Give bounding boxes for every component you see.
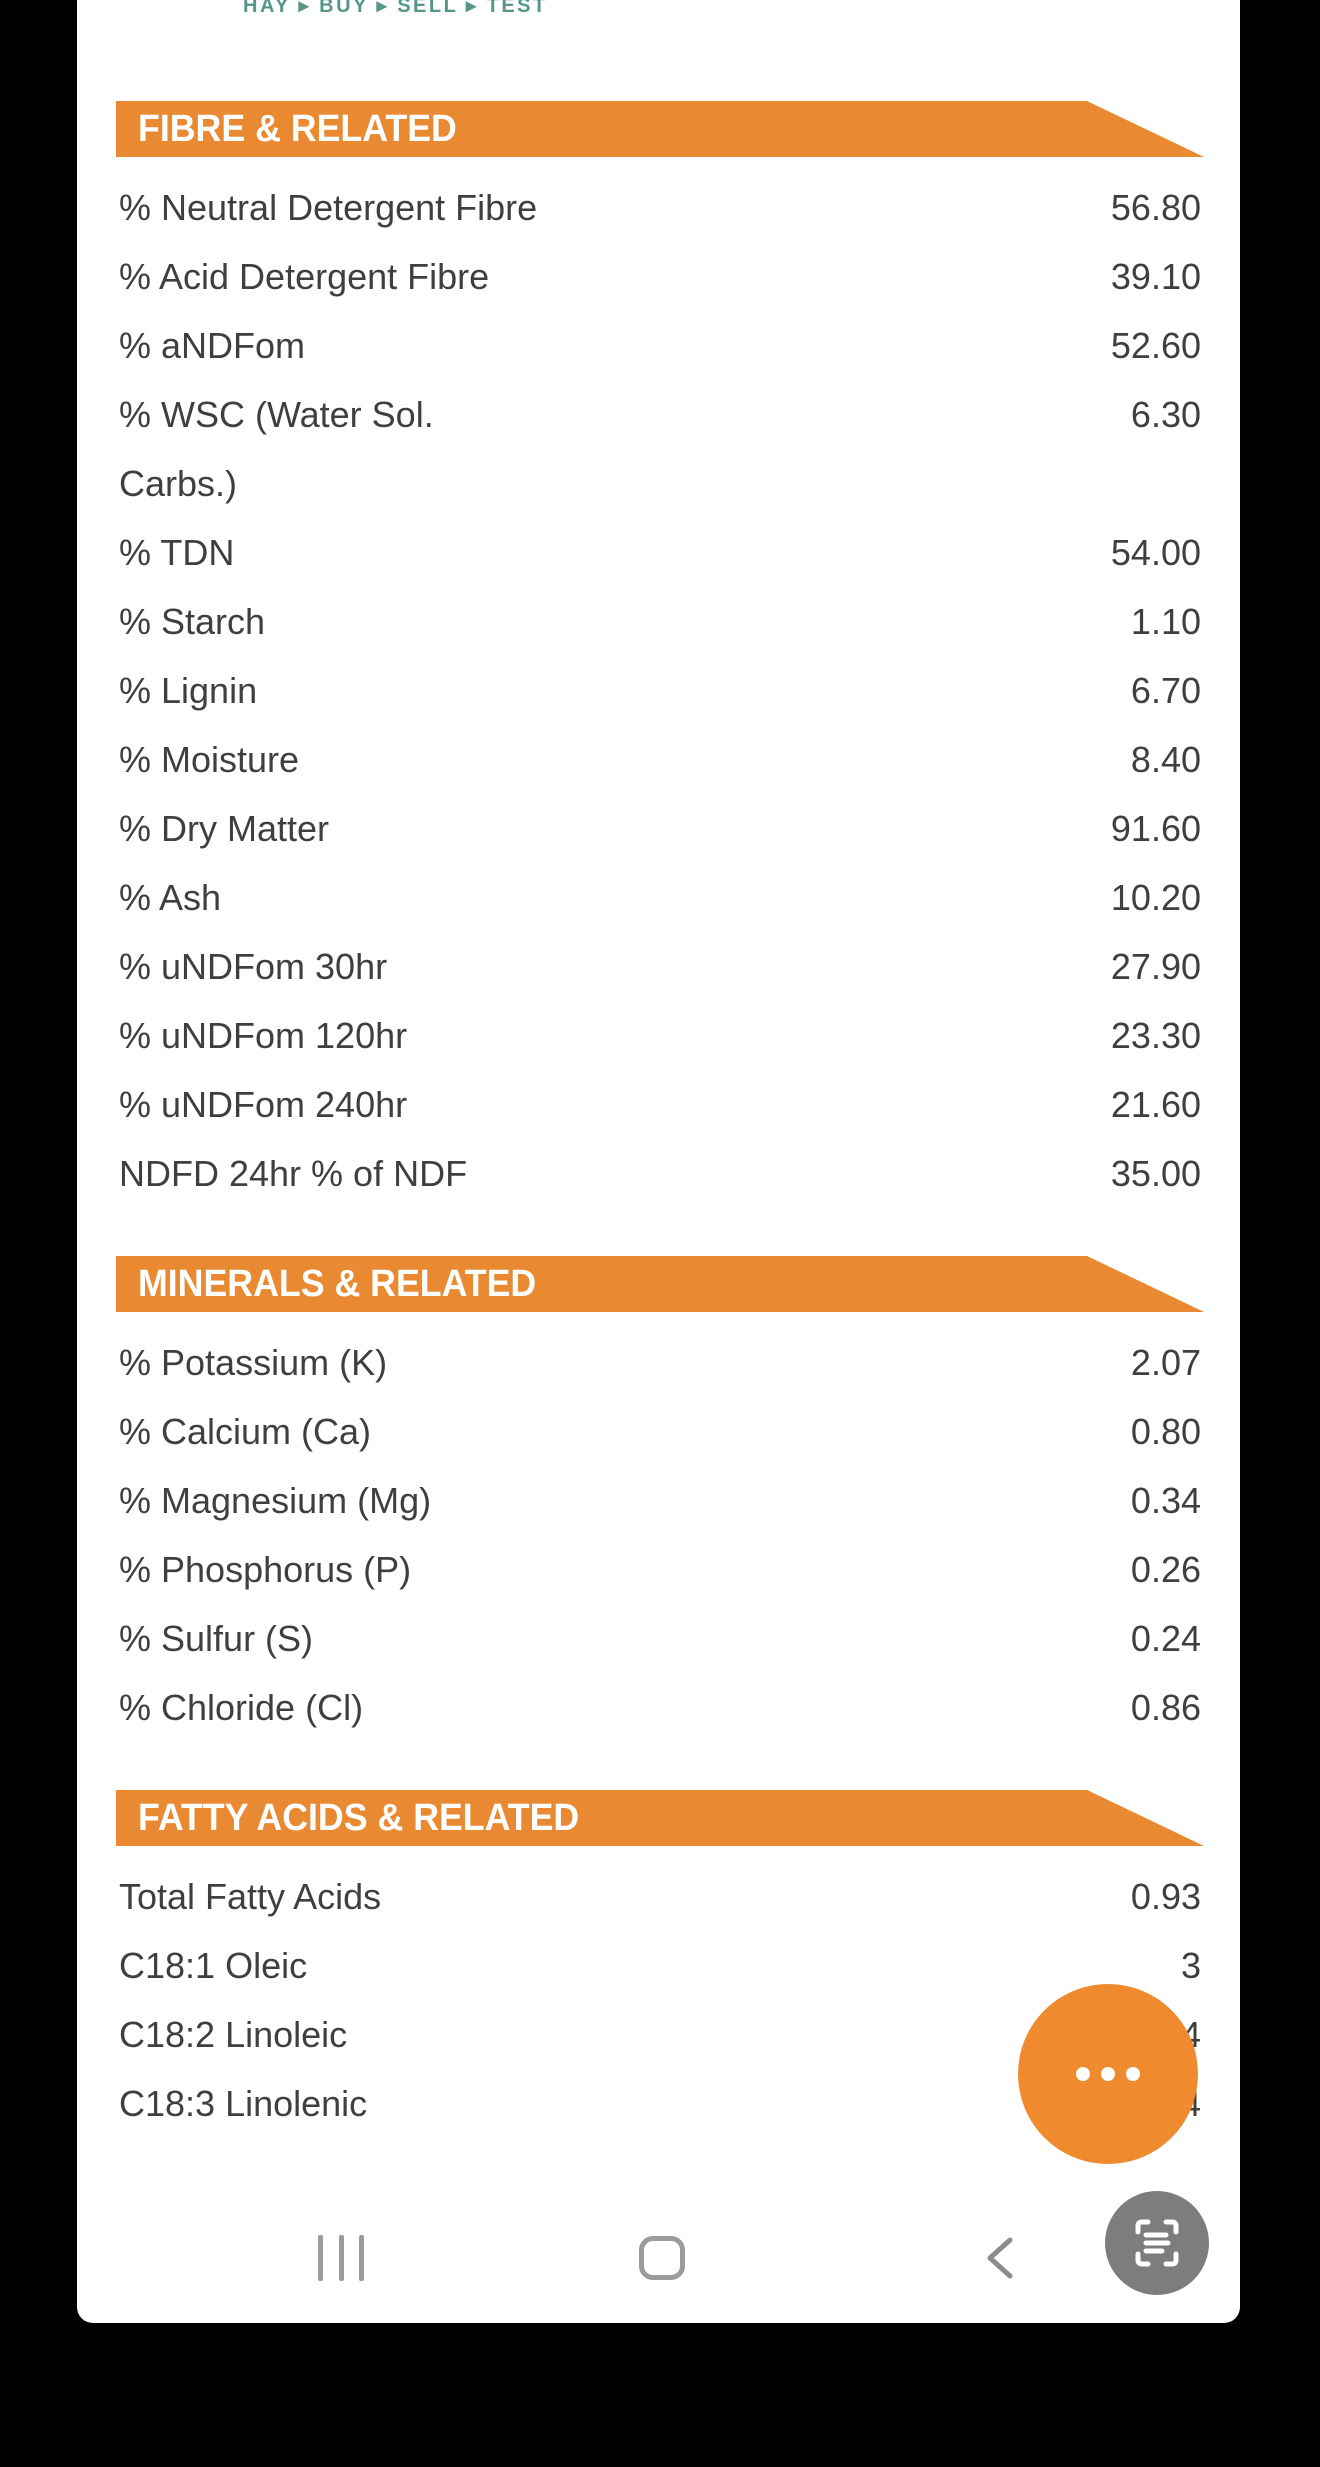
section-title: FATTY ACIDS & RELATED [138, 1796, 580, 1839]
analyte-row: C18:1 Oleic 3 [119, 1931, 1201, 2000]
ellipsis-dot [1076, 2067, 1090, 2081]
analyte-row: % Calcium (Ca) 0.80 [119, 1397, 1201, 1466]
analyte-row: % Chloride (Cl) 0.86 [119, 1673, 1201, 1742]
analyte-label: % Moisture [119, 739, 300, 780]
section-title: MINERALS & RELATED [138, 1262, 537, 1305]
analyte-label: C18:2 Linoleic [119, 2014, 348, 2055]
analysis-report: FIBRE & RELATED % Neutral Detergent Fibr… [116, 101, 1204, 2186]
analyte-value: 35.00 [1110, 1153, 1201, 1194]
analyte-label: % Lignin [119, 670, 258, 711]
nav-back-button[interactable] [982, 2236, 1018, 2280]
nav-recents-button[interactable] [318, 2235, 364, 2281]
section-header-banner: FIBRE & RELATED [116, 101, 1204, 157]
section-title: FIBRE & RELATED [138, 107, 457, 150]
analyte-value: 0.24 [1130, 1618, 1201, 1659]
analyte-row: Total Fatty Acids 0.93 [119, 1862, 1201, 1931]
analyte-label: Total Fatty Acids [119, 1876, 382, 1917]
section-rows: % Neutral Detergent Fibre 56.80 % Acid D… [119, 173, 1204, 1208]
nav-home-button[interactable] [639, 2236, 685, 2280]
back-chevron-icon [987, 2237, 1013, 2279]
analyte-label: % aNDFom [119, 325, 306, 366]
analyte-row: % uNDFom 120hr 23.30 [119, 1001, 1201, 1070]
ellipsis-dot [1101, 2067, 1115, 2081]
analyte-value: 54.00 [1110, 532, 1201, 573]
ellipsis-dot [1126, 2067, 1140, 2081]
analyte-label: % Magnesium (Mg) [119, 1480, 432, 1521]
analyte-value: 52.60 [1110, 325, 1201, 366]
analyte-row: % Sulfur (S) 0.24 [119, 1604, 1201, 1673]
analyte-label: % WSC (Water Sol. Carbs.) [119, 394, 434, 504]
analyte-row: % Phosphorus (P) 0.26 [119, 1535, 1201, 1604]
analyte-value: 3 [1180, 1945, 1201, 1986]
analyte-row: % WSC (Water Sol. Carbs.) 6.30 [119, 380, 1201, 518]
analyte-value: 0.93 [1130, 1876, 1201, 1917]
report-section: FATTY ACIDS & RELATED Total Fatty Acids … [116, 1790, 1204, 2138]
analyte-value: 0.26 [1130, 1549, 1201, 1590]
analyte-value: 0.34 [1130, 1480, 1201, 1521]
analyte-value: 10.20 [1110, 877, 1201, 918]
analyte-row: % Acid Detergent Fibre 39.10 [119, 242, 1201, 311]
analyte-value: 23.30 [1110, 1015, 1201, 1056]
analyte-label: % Phosphorus (P) [119, 1549, 412, 1590]
analyte-value: 6.30 [1130, 394, 1201, 435]
analyte-row: % Potassium (K) 2.07 [119, 1328, 1201, 1397]
analyte-label: C18:1 Oleic [119, 1945, 308, 1986]
smart-capture-icon [1135, 2219, 1179, 2267]
analyte-value: 39.10 [1110, 256, 1201, 297]
report-section: FIBRE & RELATED % Neutral Detergent Fibr… [116, 101, 1204, 1208]
smart-capture-button[interactable] [1105, 2191, 1209, 2295]
analyte-value: 91.60 [1110, 808, 1201, 849]
analyte-label: % Sulfur (S) [119, 1618, 314, 1659]
analyte-label: % Acid Detergent Fibre [119, 256, 490, 297]
analyte-label: % TDN [119, 532, 235, 573]
analyte-value: 56.80 [1110, 187, 1201, 228]
analyte-label: % Calcium (Ca) [119, 1411, 372, 1452]
analyte-label: % Starch [119, 601, 266, 642]
analyte-label: C18:3 Linolenic [119, 2083, 368, 2124]
analyte-row: NDFD 24hr % of NDF 35.00 [119, 1139, 1201, 1208]
analyte-label: % Potassium (K) [119, 1342, 388, 1383]
analyte-label: % uNDFom 30hr [119, 946, 388, 987]
analyte-value: 1.10 [1130, 601, 1201, 642]
recent-apps-icon [338, 2235, 344, 2281]
more-actions-fab[interactable] [1018, 1984, 1198, 2164]
analyte-row: % Magnesium (Mg) 0.34 [119, 1466, 1201, 1535]
brand-tagline: HAY ▸ BUY ▸ SELL ▸ TEST [243, 0, 548, 17]
analyte-value: 0.80 [1130, 1411, 1201, 1452]
recent-apps-icon [318, 2235, 323, 2281]
analyte-row: % Moisture 8.40 [119, 725, 1201, 794]
section-header-banner: MINERALS & RELATED [116, 1256, 1204, 1312]
analyte-label: % uNDFom 240hr [119, 1084, 408, 1125]
analyte-value: 8.40 [1130, 739, 1201, 780]
analyte-value: 21.60 [1110, 1084, 1201, 1125]
section-rows: % Potassium (K) 2.07 % Calcium (Ca) 0.80… [119, 1328, 1204, 1742]
analyte-row: % uNDFom 30hr 27.90 [119, 932, 1201, 1001]
analyte-label: % Chloride (Cl) [119, 1687, 364, 1728]
analyte-value: 6.70 [1130, 670, 1201, 711]
analyte-row: % uNDFom 240hr 21.60 [119, 1070, 1201, 1139]
analyte-row: % Dry Matter 91.60 [119, 794, 1201, 863]
report-section: MINERALS & RELATED % Potassium (K) 2.07 … [116, 1256, 1204, 1742]
analyte-row: % Starch 1.10 [119, 587, 1201, 656]
analyte-row: % Ash 10.20 [119, 863, 1201, 932]
section-header-banner: FATTY ACIDS & RELATED [116, 1790, 1204, 1846]
analyte-row: % Lignin 6.70 [119, 656, 1201, 725]
analyte-label: % Dry Matter [119, 808, 330, 849]
analyte-value: 27.90 [1110, 946, 1201, 987]
analyte-row: % aNDFom 52.60 [119, 311, 1201, 380]
analyte-row: C18:2 Linoleic 4 [119, 2000, 1201, 2069]
analyte-label: % Ash [119, 877, 222, 918]
analyte-row: % Neutral Detergent Fibre 56.80 [119, 173, 1201, 242]
recent-apps-icon [359, 2235, 364, 2281]
analyte-value: 0.86 [1130, 1687, 1201, 1728]
analyte-label: % Neutral Detergent Fibre [119, 187, 538, 228]
analyte-label: NDFD 24hr % of NDF [119, 1153, 468, 1194]
analyte-value: 2.07 [1130, 1342, 1201, 1383]
analyte-label: % uNDFom 120hr [119, 1015, 408, 1056]
phone-screen: HAY ▸ BUY ▸ SELL ▸ TEST FIBRE & RELATED … [77, 0, 1240, 2323]
analyte-row: % TDN 54.00 [119, 518, 1201, 587]
